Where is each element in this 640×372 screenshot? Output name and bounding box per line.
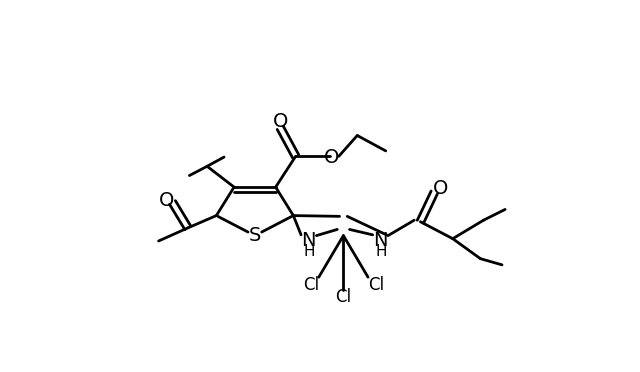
Text: Cl: Cl (303, 276, 319, 294)
Text: S: S (249, 226, 261, 245)
Text: N: N (301, 231, 316, 250)
Text: H: H (376, 244, 387, 259)
Text: Cl: Cl (335, 288, 351, 306)
Text: O: O (433, 179, 448, 198)
Text: H: H (304, 244, 316, 259)
Text: N: N (373, 231, 388, 250)
Text: O: O (159, 191, 174, 210)
Text: O: O (323, 148, 339, 167)
Text: Cl: Cl (367, 276, 384, 294)
Text: O: O (273, 112, 288, 131)
